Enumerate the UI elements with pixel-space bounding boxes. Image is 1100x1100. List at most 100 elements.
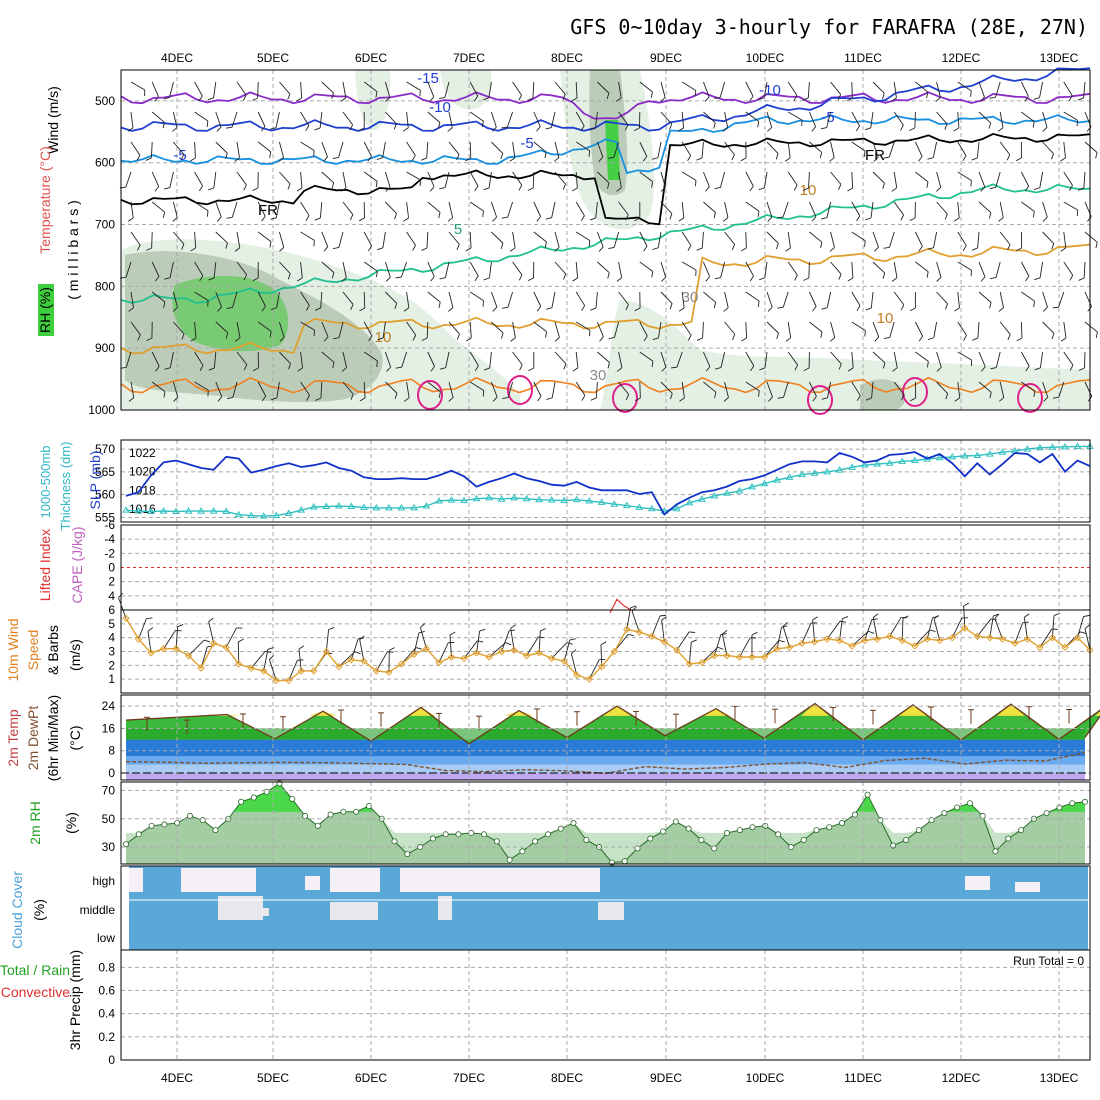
thickness-marker-59	[848, 463, 857, 470]
upper-wind-barb-189	[215, 201, 222, 218]
upper-wind-barb-336	[406, 291, 410, 308]
upper-wind-barb-453	[936, 351, 942, 368]
contour-label-13: 30	[682, 289, 699, 306]
upper-wind-barb-289-flag	[385, 276, 391, 282]
rh2m-marker-56	[826, 824, 833, 831]
upper-wind-barb-10-flag	[331, 92, 334, 99]
upper-wind-barb-234-flag	[190, 247, 196, 252]
upper-wind-barb-260-flag	[740, 247, 747, 252]
wind10m-barb-59	[851, 630, 869, 647]
rh2m-marker-69	[992, 848, 999, 855]
upper-wind-barb-118-flag	[652, 157, 659, 160]
temp-peak-11	[702, 708, 730, 716]
upper-wind-barb-225	[978, 201, 992, 214]
upper-wind-barb-269	[933, 231, 938, 248]
thickness-marker-54	[785, 473, 794, 480]
upper-wind-barb-159-flag	[562, 183, 566, 190]
isotherm-20-loop-5	[902, 377, 928, 407]
upper-wind-barb-257	[681, 231, 692, 246]
upper-wind-barb-349-flag	[678, 307, 685, 312]
upper-wind-barb-104-flag	[367, 155, 372, 162]
upper-wind-barb-348-flag	[669, 303, 673, 310]
upper-wind-barb-194	[319, 201, 323, 218]
upper-wind-barb-415	[125, 351, 132, 368]
upper-wind-barb-114	[575, 141, 590, 152]
wind10m-barb-17	[325, 629, 330, 652]
upper-wind-barb-162	[618, 171, 622, 188]
upper-wind-barb-287	[342, 261, 347, 278]
upper-wind-barb-12-flag	[375, 91, 378, 98]
wind10m-barb-52-flag	[778, 639, 785, 643]
temp-ytick-3: 8	[108, 744, 115, 758]
upper-wind-barb-284	[279, 261, 291, 275]
upper-wind-barb-242-flag	[367, 245, 373, 252]
wind10m-barb-11-flag	[265, 650, 272, 654]
upper-wind-barb-261-flag	[776, 243, 779, 250]
upper-wind-barb-15	[427, 81, 435, 98]
upper-wind-barb-330	[276, 291, 280, 308]
temp-peak-5	[407, 707, 435, 716]
upper-wind-barb-384-flag	[456, 333, 460, 340]
upper-wind-barb-296-flag	[527, 277, 534, 282]
wind10m-barb-47-flag	[717, 646, 724, 650]
upper-wind-barb-172	[830, 171, 842, 185]
wind-marker-73	[1023, 635, 1032, 643]
upper-wind-barb-82-flag	[864, 127, 871, 131]
upper-wind-barb-5	[213, 81, 217, 98]
upper-wind-barb-126-flag	[829, 157, 835, 162]
upper-wind-barb-86	[957, 111, 960, 128]
upper-wind-barb-284-flag	[287, 273, 291, 280]
upper-wind-barb-329-flag	[261, 305, 266, 312]
rh2m-marker-57	[839, 820, 846, 827]
upper-wind-barb-396-flag	[696, 337, 703, 341]
upper-wind-barb-271-flag	[971, 247, 978, 251]
upper-wind-barb-439	[639, 351, 654, 362]
upper-wind-barb-334-flag	[359, 307, 365, 312]
upper-wind-barb-343-flag	[546, 307, 553, 310]
upper-wind-barb-243	[382, 231, 386, 248]
rh2m-marker-17	[327, 811, 334, 818]
upper-wind-barb-8	[279, 81, 291, 95]
wind10m-barb-66	[933, 619, 941, 641]
upper-wind-barb-82	[870, 111, 874, 128]
upper-wind-barb-325	[172, 291, 178, 308]
upper-wind-barb-144	[236, 171, 247, 186]
rh2m-marker-45	[685, 825, 692, 832]
bottom-date-label-5: 8DEC	[551, 1071, 583, 1085]
upper-wind-barb-381-flag	[377, 337, 384, 341]
upper-wind-barb-350	[703, 291, 716, 303]
cloud-ytick-1: high	[92, 874, 115, 888]
upper-wind-barb-28	[702, 81, 710, 98]
upper-wind-barb-72	[660, 111, 673, 125]
upper-wind-barb-448	[830, 351, 842, 365]
rh2m-marker-25	[429, 835, 436, 842]
upper-wind-barb-330-flag	[270, 307, 277, 310]
upper-wind-barb-56-flag	[314, 127, 321, 131]
wind10m-barb-1-flag	[118, 592, 123, 598]
temp-band-5	[126, 739, 1085, 748]
upper-air-ytick-2: 600	[95, 156, 115, 170]
upper-wind-barb-44-flag	[1033, 97, 1040, 100]
upper-wind-barb-175-flag	[891, 187, 897, 192]
wind10m-barb-47	[701, 646, 719, 663]
upper-wind-barb-293-flag	[474, 275, 479, 282]
upper-wind-barb-315	[936, 261, 942, 278]
upper-wind-barb-423	[300, 351, 303, 368]
upper-wind-barb-258	[701, 231, 704, 248]
upper-wind-barb-475	[427, 381, 441, 393]
rh2m-marker-20	[365, 803, 372, 810]
upper-wind-barb-162-flag	[616, 187, 622, 192]
thickness-marker-31	[497, 495, 506, 502]
wind-marker-16	[310, 667, 318, 675]
upper-wind-barb-256	[657, 231, 662, 248]
upper-wind-barb-9	[300, 81, 303, 98]
wind-marker-53	[773, 645, 781, 653]
upper-wind-barb-299-flag	[607, 272, 610, 279]
upper-wind-barb-356	[826, 291, 832, 308]
temp-peak-17	[997, 704, 1025, 716]
upper-wind-barb-274-flag	[1051, 243, 1055, 250]
thickness-marker-25	[422, 502, 431, 509]
upper-wind-barb-131-flag	[927, 157, 934, 160]
upper-wind-barb-429-flag	[430, 366, 435, 372]
